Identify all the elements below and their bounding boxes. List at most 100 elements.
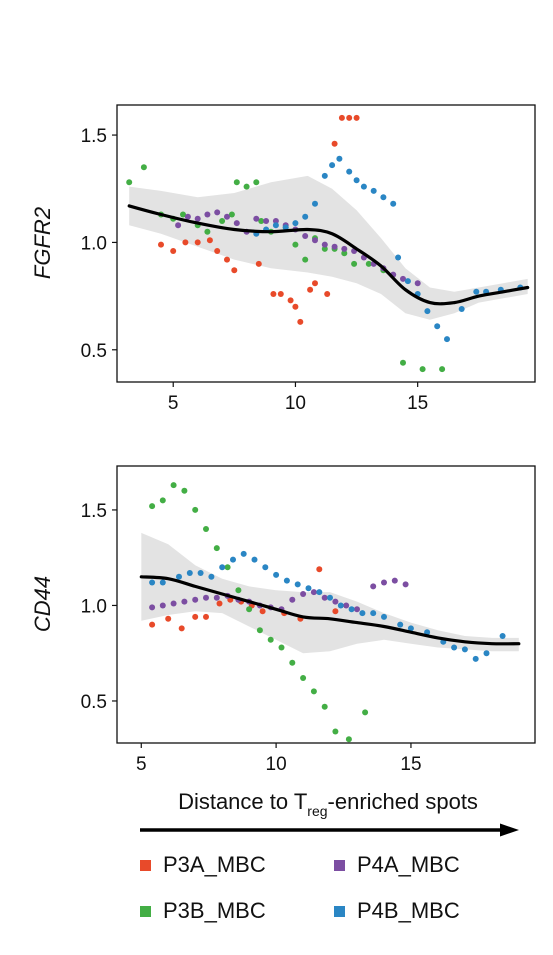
cd44-data-point xyxy=(370,583,377,590)
fgfr2-data-point xyxy=(400,359,406,366)
fgfr2-data-point xyxy=(353,177,360,184)
cd44-data-point xyxy=(451,644,458,651)
cd44-trend-line xyxy=(139,575,521,646)
cd44-data-point xyxy=(235,587,242,594)
cd44-data-point xyxy=(391,577,398,584)
cd44-data-point xyxy=(262,564,269,571)
cd44-data-point xyxy=(402,581,409,588)
cd44-data-point xyxy=(246,606,253,613)
fgfr2-data-point xyxy=(365,260,372,267)
cd44-data-point xyxy=(170,600,177,607)
cd44-data-point xyxy=(327,594,333,601)
cd44-x-tick-label: 15 xyxy=(400,754,421,775)
fgfr2-data-point xyxy=(331,140,338,147)
fgfr2-data-point xyxy=(338,114,345,121)
fgfr2-data-point xyxy=(434,323,441,330)
fgfr2-confidence-band xyxy=(129,175,528,320)
fgfr2-data-point xyxy=(346,114,353,121)
cd44-data-point xyxy=(424,629,431,636)
x-axis-label: Distance to Treg-enriched spots xyxy=(178,789,478,819)
cd44-data-point xyxy=(332,598,339,605)
fgfr2-trend-line xyxy=(127,204,530,306)
fgfr2-data-point xyxy=(312,280,318,287)
cd44-data-point xyxy=(483,650,490,657)
fgfr2-data-point xyxy=(206,237,213,244)
fgfr2-data-point xyxy=(253,179,260,186)
fgfr2-data-point xyxy=(404,278,411,285)
fgfr2-data-point xyxy=(370,187,377,194)
fgfr2-data-point xyxy=(321,245,328,252)
legend-label-p3a: P3A_MBC xyxy=(163,852,266,877)
cd44-data-point xyxy=(149,579,156,586)
cd44-data-point xyxy=(176,573,182,580)
cd44-data-point xyxy=(213,545,220,552)
fgfr2-data-point xyxy=(351,260,358,267)
fgfr2-data-point xyxy=(292,220,299,227)
fgfr2-data-point xyxy=(158,241,164,248)
fgfr2-data-point xyxy=(297,318,304,325)
cd44-data-point xyxy=(213,594,220,601)
cd44-data-point xyxy=(316,589,323,596)
cd44-data-point xyxy=(499,633,506,639)
cd44-x-tick-label: 5 xyxy=(136,754,147,775)
cd44-data-point xyxy=(283,577,290,584)
cd44-data-point xyxy=(170,482,177,489)
fgfr2-data-point xyxy=(292,303,299,310)
cd44-data-point xyxy=(461,646,468,653)
cd44-data-point xyxy=(192,506,199,513)
fgfr2-data-point xyxy=(228,211,235,218)
fgfr2-series-p3a-mbc xyxy=(158,114,360,325)
fgfr2-data-point xyxy=(473,288,480,295)
cd44-data-point xyxy=(316,566,323,573)
fgfr2-data-point xyxy=(204,228,211,235)
fgfr2-data-point xyxy=(312,200,318,207)
fgfr2-data-point xyxy=(224,256,230,263)
cd44-data-point xyxy=(321,703,328,710)
fgfr2-data-point xyxy=(140,164,147,171)
fgfr2-panel: 5 10 15 0.5 1.0 1.5 FGFR2 xyxy=(30,104,536,414)
fgfr2-data-point xyxy=(424,308,431,315)
legend-item-p3a: P3A_MBC xyxy=(140,852,266,878)
fgfr2-data-point xyxy=(231,267,238,274)
fgfr2-data-point xyxy=(204,211,211,218)
fgfr2-data-point xyxy=(272,222,279,229)
cd44-data-point xyxy=(397,621,404,628)
cd44-data-point xyxy=(300,591,307,597)
fgfr2-data-point xyxy=(346,168,353,175)
cd44-data-point xyxy=(343,602,350,609)
legend-item-p4a: P4A_MBC xyxy=(334,852,460,878)
cd44-data-point xyxy=(294,581,301,588)
cd44-data-point xyxy=(259,608,266,615)
cd44-data-point xyxy=(305,585,312,592)
cd44-data-point xyxy=(310,688,317,695)
x-axis-label-prefix: Distance to T xyxy=(178,789,307,814)
fgfr2-data-point xyxy=(400,275,406,282)
cd44-data-point xyxy=(289,659,296,666)
fgfr2-data-point xyxy=(253,215,260,222)
legend-swatch-p3a xyxy=(140,859,151,871)
cd44-data-point xyxy=(321,594,328,601)
fgfr2-x-tick-label: 15 xyxy=(407,393,428,414)
fgfr2-data-point xyxy=(390,200,397,207)
fgfr2-data-point xyxy=(336,155,343,162)
legend-swatch-p3b xyxy=(140,905,151,917)
fgfr2-data-point xyxy=(321,172,328,179)
cd44-data-point xyxy=(197,570,204,576)
cd44-x-tick-label: 10 xyxy=(266,754,287,775)
fgfr2-data-point xyxy=(282,224,289,231)
cd44-data-point xyxy=(192,613,199,620)
x-axis-label-subscript: reg xyxy=(307,803,327,819)
fgfr2-data-point xyxy=(302,213,309,220)
fgfr2-plot-frame xyxy=(116,104,536,383)
fgfr2-data-point xyxy=(224,213,230,220)
cd44-data-point xyxy=(203,613,209,620)
fgfr2-data-point xyxy=(182,239,189,246)
fgfr2-data-point xyxy=(360,183,367,190)
fgfr2-data-point xyxy=(126,179,133,186)
cd44-data-point xyxy=(348,606,355,613)
fgfr2-data-point xyxy=(255,260,262,267)
fgfr2-series-p4a-mbc xyxy=(175,209,421,287)
distance-arrow xyxy=(140,823,519,837)
cd44-data-point xyxy=(216,600,223,607)
